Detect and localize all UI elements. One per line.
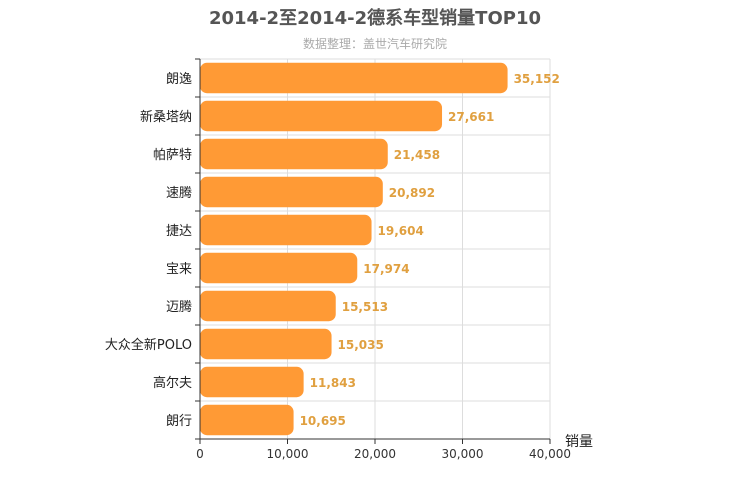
- bar: [200, 62, 508, 94]
- bar: [200, 214, 372, 246]
- y-tick-label: 迈腾: [166, 299, 192, 315]
- bar: [200, 404, 294, 436]
- bars: 朗逸 35,152 新桑塔纳 27,661 帕萨特 21,458 速腾 20,892 捷达 19,…: [105, 62, 560, 436]
- x-axis-title: 销量: [565, 434, 593, 450]
- bar: [200, 328, 332, 360]
- y-tick-label: 朗行: [166, 414, 192, 429]
- data-label: 19,604: [378, 224, 424, 238]
- y-tick-label: 帕萨特: [153, 148, 192, 163]
- x-tick-label: 40,000: [529, 447, 571, 461]
- y-tick-label: 宝来: [166, 262, 192, 277]
- data-label: 11,843: [310, 376, 356, 390]
- y-tick-label: 大众全新POLO: [105, 337, 192, 353]
- data-label: 15,513: [342, 300, 388, 314]
- data-label: 20,892: [389, 186, 435, 200]
- y-tick-label: 高尔夫: [153, 375, 192, 391]
- data-label: 17,974: [363, 262, 409, 276]
- x-tick-label: 30,000: [442, 447, 484, 461]
- bar: [200, 176, 383, 208]
- bar: [200, 138, 388, 170]
- x-tick-label: 10,000: [267, 447, 309, 461]
- data-label: 21,458: [394, 148, 440, 162]
- y-tick-label: 速腾: [166, 185, 192, 201]
- data-label: 35,152: [514, 72, 560, 86]
- y-tick-label: 捷达: [166, 224, 192, 239]
- chart-title: 2014-2至2014-2德系车型销量TOP10: [209, 7, 541, 29]
- bar: [200, 290, 336, 322]
- data-label: 27,661: [448, 110, 494, 124]
- bar: [200, 366, 304, 398]
- data-label: 10,695: [300, 414, 346, 428]
- x-tick-label: 0: [196, 447, 204, 461]
- x-tick-label: 20,000: [354, 447, 396, 461]
- y-tick-label: 朗逸: [166, 72, 192, 87]
- chart-subtitle: 数据整理：盖世汽车研究院: [303, 36, 447, 51]
- y-tick-label: 新桑塔纳: [140, 109, 192, 125]
- bar: [200, 100, 443, 132]
- axes: 0 10,000 20,000 30,000 40,000: [195, 58, 571, 461]
- bar: [200, 252, 358, 284]
- data-label: 15,035: [338, 338, 384, 352]
- grid-lines: [200, 58, 551, 440]
